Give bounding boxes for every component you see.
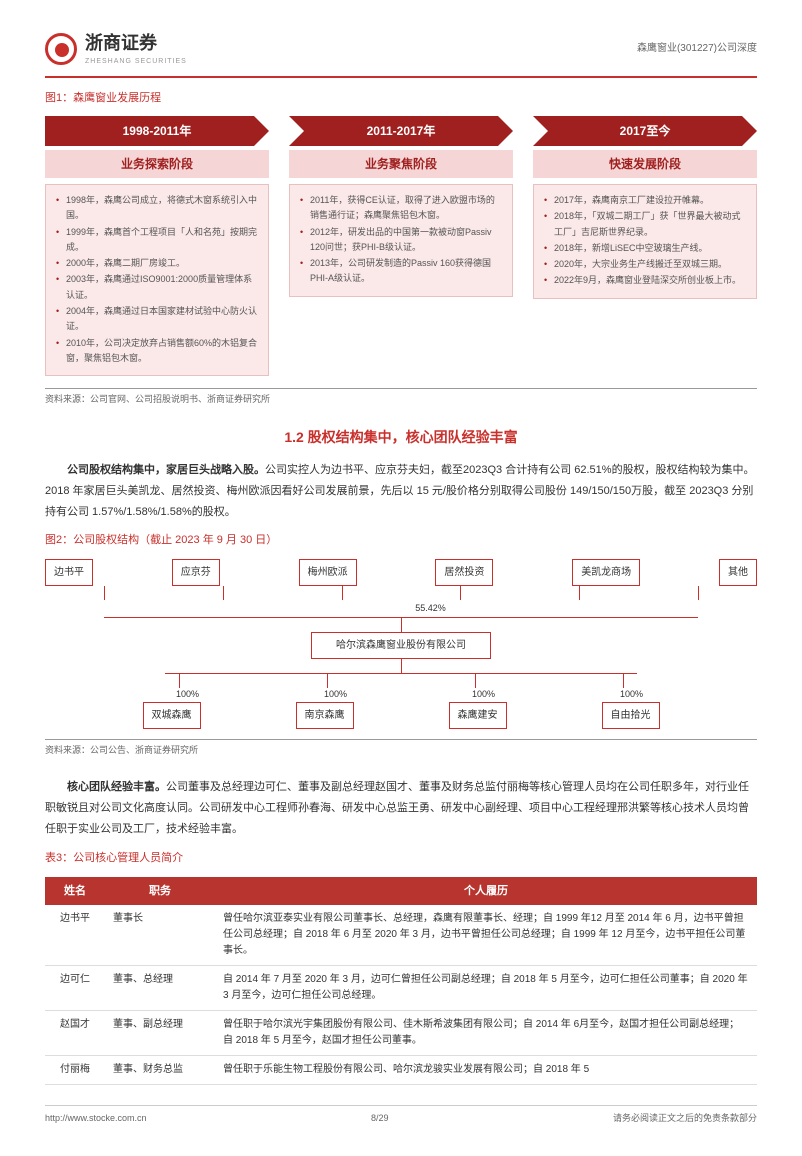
section-1-2-p1: 公司股权结构集中，家居巨头战略入股。公司实控人为边书平、应京芬夫妇，截至2023… <box>45 460 757 523</box>
company-name: 浙商证券 <box>85 30 187 57</box>
period-2: 2011-2017年 <box>289 116 513 146</box>
th-resume: 个人履历 <box>215 877 757 906</box>
logo-icon <box>45 33 77 65</box>
page-footer: http://www.stocke.com.cn 8/29 请务必阅读正文之后的… <box>45 1105 757 1126</box>
table-row: 边书平董事长曾任哈尔滨亚泰实业有限公司董事长、总经理，森鹰有限董事长、经理；自 … <box>45 905 757 966</box>
footer-disclaimer: 请务必阅读正文之后的免责条款部分 <box>613 1112 757 1126</box>
period-1: 1998-2011年 <box>45 116 269 146</box>
table-row: 边可仁董事、总经理自 2014 年 7 月至 2020 年 3 月，边可仁曾担任… <box>45 966 757 1011</box>
th-name: 姓名 <box>45 877 105 906</box>
table3-title: 表3：公司核心管理人员简介 <box>45 850 757 867</box>
pct-2: 7.09% <box>446 602 802 616</box>
table-row: 赵国才董事、副总经理曾任职于哈尔滨光宇集团股份有限公司、佳木斯希波集团有限公司；… <box>45 1011 757 1056</box>
period-3: 2017至今 <box>533 116 757 146</box>
sub-pct-3: 100% <box>401 688 549 702</box>
subsidiary-1: 双城森鹰 <box>143 702 201 729</box>
org-chart: 边书平 应京芬 梅州欧派 居然投资 美凯龙商场 其他 55.42% 7.09% … <box>45 559 757 729</box>
subsidiary-2: 南京森鹰 <box>296 702 354 729</box>
section-1-2-title: 1.2 股权结构集中，核心团队经验丰富 <box>45 427 757 448</box>
pct-1: 55.42% <box>45 602 446 616</box>
figure2-source: 资料来源：公司公告、浙商证券研究所 <box>45 739 757 758</box>
shareholder-5: 美凯龙商场 <box>572 559 640 586</box>
timeline: 1998-2011年 业务探索阶段 1998年，森鹰公司成立，将德式木窗系统引入… <box>45 116 757 376</box>
company-center: 哈尔滨森鹰窗业股份有限公司 <box>311 632 491 659</box>
footer-page: 8/29 <box>371 1112 389 1126</box>
shareholder-6: 其他 <box>719 559 757 586</box>
subsidiary-4: 自由拾光 <box>602 702 660 729</box>
stage-3-items: 2017年，森鹰南京工厂建设拉开帷幕。 2018年，「双城二期工厂」获「世界最大… <box>533 184 757 299</box>
subsidiary-3: 森鹰建安 <box>449 702 507 729</box>
sub-pct-2: 100% <box>253 688 401 702</box>
figure2-title: 图2：公司股权结构（截止 2023 年 9 月 30 日） <box>45 532 757 549</box>
table-row: 付丽梅董事、财务总监曾任职于乐能生物工程股份有限公司、哈尔滨龙骏实业发展有限公司… <box>45 1056 757 1085</box>
page-header: 浙商证券 ZHESHANG SECURITIES 森鹰窗业(301227)公司深… <box>45 30 757 78</box>
logo: 浙商证券 ZHESHANG SECURITIES <box>45 30 187 68</box>
sub-pct-4: 100% <box>549 688 697 702</box>
figure1-title: 图1：森鹰窗业发展历程 <box>45 90 757 107</box>
management-table: 姓名 职务 个人履历 边书平董事长曾任哈尔滨亚泰实业有限公司董事长、总经理，森鹰… <box>45 877 757 1086</box>
team-paragraph: 核心团队经验丰富。公司董事及总经理边可仁、董事及副总经理赵国才、董事及财务总监付… <box>45 777 757 840</box>
th-position: 职务 <box>105 877 215 906</box>
sub-pct-1: 100% <box>105 688 253 702</box>
footer-url: http://www.stocke.com.cn <box>45 1112 147 1126</box>
stage-2-label: 业务聚焦阶段 <box>289 150 513 178</box>
stage-3-label: 快速发展阶段 <box>533 150 757 178</box>
shareholder-2: 应京芬 <box>172 559 220 586</box>
figure1-source: 资料来源：公司官网、公司招股说明书、浙商证券研究所 <box>45 388 757 407</box>
shareholder-4: 居然投资 <box>435 559 493 586</box>
company-name-en: ZHESHANG SECURITIES <box>85 57 187 68</box>
shareholder-3: 梅州欧派 <box>299 559 357 586</box>
doc-title: 森鹰窗业(301227)公司深度 <box>637 41 757 56</box>
stage-1-items: 1998年，森鹰公司成立，将德式木窗系统引入中国。 1999年，森鹰首个工程项目… <box>45 184 269 376</box>
stage-2-items: 2011年，获得CE认证，取得了进入欧盟市场的销售通行证；森鹰聚焦铝包木窗。 2… <box>289 184 513 297</box>
stage-1-label: 业务探索阶段 <box>45 150 269 178</box>
shareholder-1: 边书平 <box>45 559 93 586</box>
